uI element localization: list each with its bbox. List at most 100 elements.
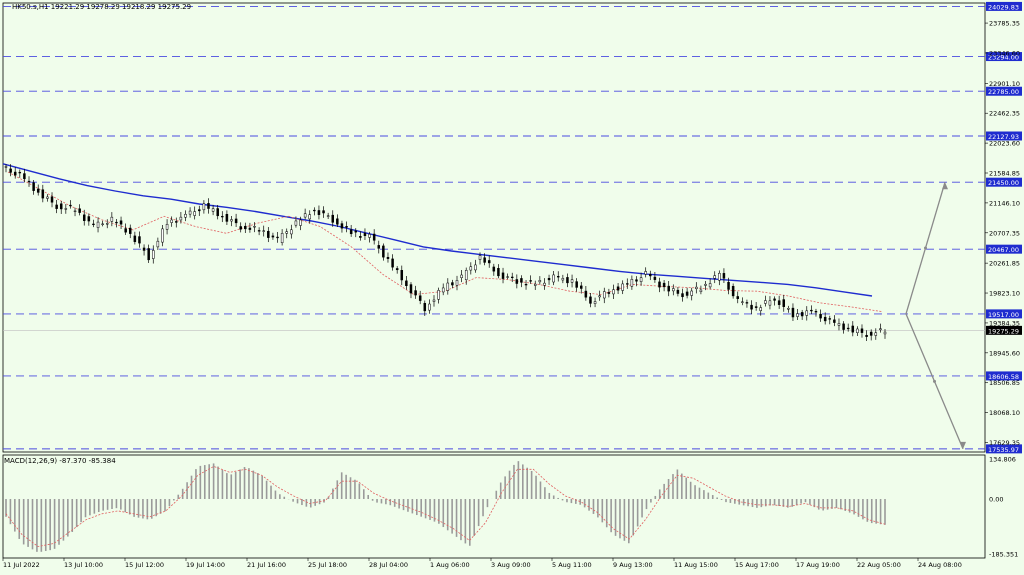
candle-body xyxy=(336,218,339,225)
candle-body xyxy=(515,279,519,284)
candle-body xyxy=(828,318,832,320)
candle-body xyxy=(340,223,344,229)
macd-tick-label: -185.351 xyxy=(989,551,1018,559)
candle-body xyxy=(377,245,381,249)
projection-arrows[interactable] xyxy=(905,182,966,450)
level-tag-label: 18606.58 xyxy=(988,373,1019,381)
candle-body xyxy=(819,313,822,319)
candle-body xyxy=(280,233,284,243)
candle-body xyxy=(492,266,496,272)
candle-body xyxy=(865,334,868,337)
candle-body xyxy=(860,328,864,333)
level-tag xyxy=(986,309,1022,319)
time-axis: 11 Jul 2022 13 Jul 10:00 15 Jul 12:00 19 Ju… xyxy=(2,558,962,569)
candle-body xyxy=(552,274,555,283)
up-projection-arrow-head xyxy=(942,182,948,190)
level-tag xyxy=(986,131,1022,141)
candle-body xyxy=(142,247,146,251)
candle-body xyxy=(469,266,473,271)
time-tick-label: 13 Jul 10:00 xyxy=(64,561,103,569)
candle-body xyxy=(575,281,578,288)
level-tag xyxy=(986,177,1022,187)
candle-body xyxy=(644,271,647,275)
candle-body xyxy=(257,230,261,232)
candle-body xyxy=(308,214,311,220)
candle-body xyxy=(294,220,298,226)
candle-body xyxy=(856,328,859,333)
candle-body xyxy=(184,213,187,218)
candle-body xyxy=(529,280,532,282)
moving-averages xyxy=(2,163,883,312)
candle-body xyxy=(842,323,845,330)
up-projection-arrow-midpoint xyxy=(924,246,927,250)
candle-body xyxy=(759,307,762,311)
candle-body xyxy=(423,302,427,312)
candle-body xyxy=(805,310,809,316)
candle-body xyxy=(198,209,201,212)
candle-body xyxy=(36,188,40,193)
candle-body xyxy=(777,300,781,305)
current-price-label: 19275.29 xyxy=(988,327,1019,335)
candle-body xyxy=(662,282,666,288)
candle-body xyxy=(13,171,17,176)
candle-body xyxy=(672,288,675,292)
candle-body xyxy=(547,278,551,281)
candle-body xyxy=(543,282,546,286)
candle-body xyxy=(736,296,739,299)
candle-body xyxy=(161,228,164,243)
candle-body xyxy=(133,235,137,242)
candle-body xyxy=(497,268,500,277)
macd-tick-label: 134.806 xyxy=(989,456,1016,464)
candle-body xyxy=(105,223,109,225)
candle-body xyxy=(584,290,588,298)
candle-body xyxy=(156,240,160,248)
candle-body xyxy=(409,284,413,294)
candle-body xyxy=(9,168,12,173)
price-tick-label: 23785.35 xyxy=(989,20,1020,28)
candle-body xyxy=(326,215,330,217)
candle-body xyxy=(727,281,730,290)
time-tick-label: 15 Jul 12:00 xyxy=(125,561,164,569)
candle-body xyxy=(708,283,712,288)
candle-body xyxy=(363,232,367,236)
candle-body xyxy=(414,290,417,296)
candle-body xyxy=(32,182,35,191)
time-tick-label: 5 Aug 11:00 xyxy=(552,561,592,569)
level-tag-label: 17535.97 xyxy=(988,446,1019,454)
candle-body xyxy=(561,278,565,281)
candle-body xyxy=(303,213,307,218)
candle-body xyxy=(299,219,302,226)
candle-body xyxy=(483,257,486,263)
macd-panel-border xyxy=(2,454,986,559)
candle-body xyxy=(59,203,63,210)
candle-body xyxy=(791,307,795,318)
candle-body xyxy=(405,280,408,287)
candle-body xyxy=(230,219,233,222)
candle-body xyxy=(101,223,104,225)
level-tag-label: 20467.00 xyxy=(988,246,1019,254)
candle-body xyxy=(110,216,114,222)
level-tag-label: 24029.83 xyxy=(988,3,1019,11)
time-tick-label: 21 Jul 16:00 xyxy=(247,561,286,569)
level-tag xyxy=(986,371,1022,381)
candle-body xyxy=(82,214,86,221)
candle-body xyxy=(695,286,698,290)
candle-body xyxy=(391,258,394,268)
candle-body xyxy=(437,290,440,300)
candle-body xyxy=(621,283,624,291)
candle-body xyxy=(455,280,459,286)
candle-body xyxy=(92,223,95,226)
horizontal-levels[interactable]: 24029.83 23294.00 22785.00 22127.93 21450.00… xyxy=(3,1,1022,454)
candle-body xyxy=(879,328,882,331)
candle-body xyxy=(524,283,528,286)
level-tag-label: 22127.93 xyxy=(988,133,1019,141)
candle-body xyxy=(395,268,399,271)
candle-body xyxy=(4,166,8,168)
candle-body xyxy=(538,280,542,283)
candle-body xyxy=(386,256,390,259)
candle-body xyxy=(69,204,72,207)
candle-body xyxy=(869,331,873,336)
candle-body xyxy=(874,332,878,336)
